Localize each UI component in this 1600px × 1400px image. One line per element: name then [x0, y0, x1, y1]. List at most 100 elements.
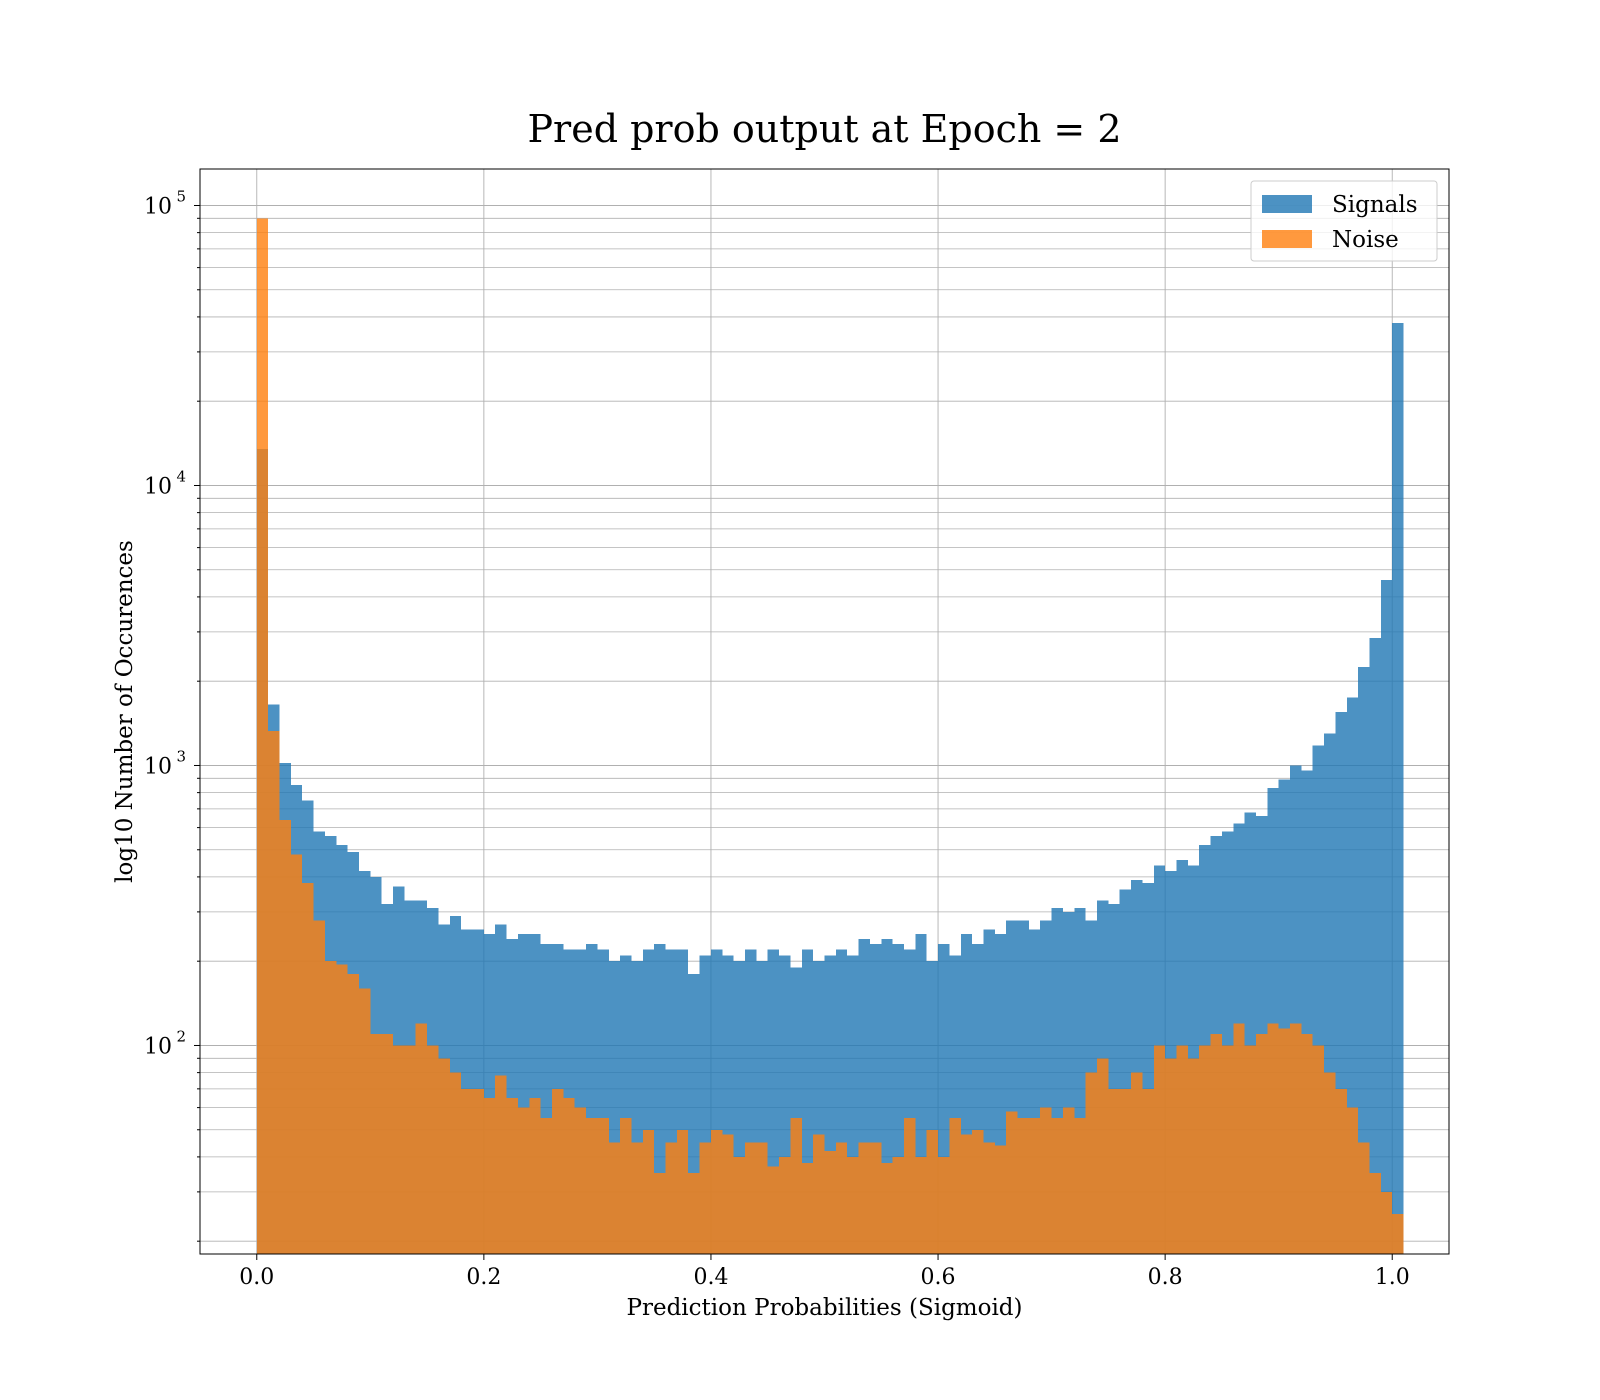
bar-noise — [1233, 1023, 1245, 1254]
bar-noise — [1358, 1142, 1370, 1254]
bar-signals — [1380, 579, 1393, 1254]
bar-noise — [926, 1129, 939, 1254]
y-tick-label: 10 — [144, 474, 172, 499]
bar-signals — [665, 949, 677, 1254]
bar-signals — [1074, 907, 1086, 1254]
bar-noise — [881, 1163, 893, 1254]
bar-noise — [1085, 1072, 1098, 1254]
bar-signals — [1221, 831, 1234, 1254]
bar-noise — [1244, 1045, 1256, 1254]
bar-signals — [949, 955, 961, 1254]
bar-noise — [892, 1156, 904, 1254]
bar-signals — [972, 944, 984, 1254]
bar-noise — [279, 819, 291, 1254]
x-tick-label: 0.8 — [1148, 1265, 1183, 1290]
bar-signals — [1142, 883, 1154, 1254]
bar-noise — [1028, 1118, 1041, 1254]
bar-noise — [438, 1058, 450, 1254]
bar-noise — [972, 1129, 984, 1254]
bar-noise — [903, 1118, 916, 1254]
bar-noise — [620, 1118, 632, 1254]
bar-noise — [654, 1173, 666, 1254]
bar-noise — [506, 1097, 518, 1254]
bar-noise — [472, 1088, 484, 1254]
bar-noise — [858, 1142, 870, 1254]
bar-noise — [1380, 1191, 1393, 1254]
bar-noise — [1392, 1214, 1404, 1254]
bar-noise — [1369, 1173, 1381, 1254]
bar-noise — [404, 1045, 416, 1254]
bar-noise — [1006, 1111, 1018, 1254]
bar-noise — [631, 1142, 643, 1254]
bar-noise — [324, 961, 337, 1254]
bar-noise — [1346, 1107, 1359, 1254]
bar-noise — [608, 1142, 621, 1254]
bar-signals — [620, 955, 632, 1254]
bar-signals — [710, 949, 723, 1254]
bar-noise — [994, 1145, 1007, 1254]
bar-signals — [631, 961, 643, 1254]
bar-signals — [1324, 733, 1336, 1254]
bar-noise — [290, 854, 303, 1254]
noise-bars — [256, 218, 1404, 1254]
bar-noise — [1142, 1088, 1154, 1254]
bar-signals — [779, 955, 791, 1254]
x-tick-label: 0.0 — [239, 1265, 274, 1290]
bar-signals — [1301, 770, 1313, 1254]
bar-noise — [495, 1075, 507, 1254]
bar-noise — [1062, 1107, 1075, 1254]
bar-signals — [1267, 788, 1279, 1254]
bar-noise — [733, 1156, 746, 1254]
y-tick-label: 10 — [144, 1034, 172, 1059]
bar-signals — [540, 944, 552, 1254]
legend-swatch-signals — [1262, 195, 1312, 213]
bar-signals — [835, 949, 848, 1254]
bar-noise — [688, 1173, 700, 1254]
bar-signals — [483, 934, 496, 1254]
bar-signals — [1335, 712, 1347, 1254]
x-axis-ticks: 0.0 0.2 0.4 0.6 0.8 1.0 — [239, 1254, 1410, 1290]
legend: Signals Noise — [1250, 180, 1438, 262]
bar-signals — [574, 949, 587, 1254]
bar-noise — [1221, 1045, 1234, 1254]
bar-noise — [540, 1118, 552, 1254]
bar-noise — [1017, 1118, 1029, 1254]
bar-signals — [745, 949, 757, 1254]
bar-noise — [642, 1129, 655, 1254]
bar-signals — [847, 955, 859, 1254]
legend-label-signals: Signals — [1332, 192, 1418, 218]
bar-noise — [551, 1088, 564, 1254]
bar-signals — [1392, 323, 1404, 1254]
bar-noise — [347, 974, 359, 1254]
bar-signals — [824, 955, 836, 1254]
bar-signals — [688, 974, 700, 1254]
y-tick-exponent: 5 — [176, 187, 186, 205]
bar-signals — [676, 949, 689, 1254]
bar-noise — [529, 1097, 541, 1254]
bar-signals — [801, 949, 814, 1254]
bar-noise — [1199, 1045, 1211, 1254]
bar-signals — [756, 961, 768, 1254]
x-tick-label: 0.4 — [693, 1265, 728, 1290]
bar-signals — [1108, 904, 1120, 1254]
legend-label-noise: Noise — [1332, 227, 1399, 253]
x-tick-label: 1.0 — [1375, 1265, 1410, 1290]
bar-noise — [835, 1142, 848, 1254]
bar-noise — [1290, 1023, 1302, 1254]
bar-noise — [767, 1166, 780, 1254]
y-tick-exponent: 2 — [176, 1027, 186, 1045]
bar-signals — [915, 934, 927, 1254]
bar-noise — [801, 1163, 814, 1254]
bar-noise — [336, 964, 348, 1254]
bar-noise — [779, 1156, 791, 1254]
bar-noise — [960, 1134, 973, 1254]
bar-noise — [586, 1118, 598, 1254]
bar-noise — [381, 1033, 394, 1254]
bar-noise — [563, 1097, 575, 1254]
x-tick-label: 0.2 — [466, 1265, 501, 1290]
bar-noise — [256, 218, 269, 1254]
bar-signals — [1278, 779, 1291, 1254]
bar-signals — [642, 949, 655, 1254]
